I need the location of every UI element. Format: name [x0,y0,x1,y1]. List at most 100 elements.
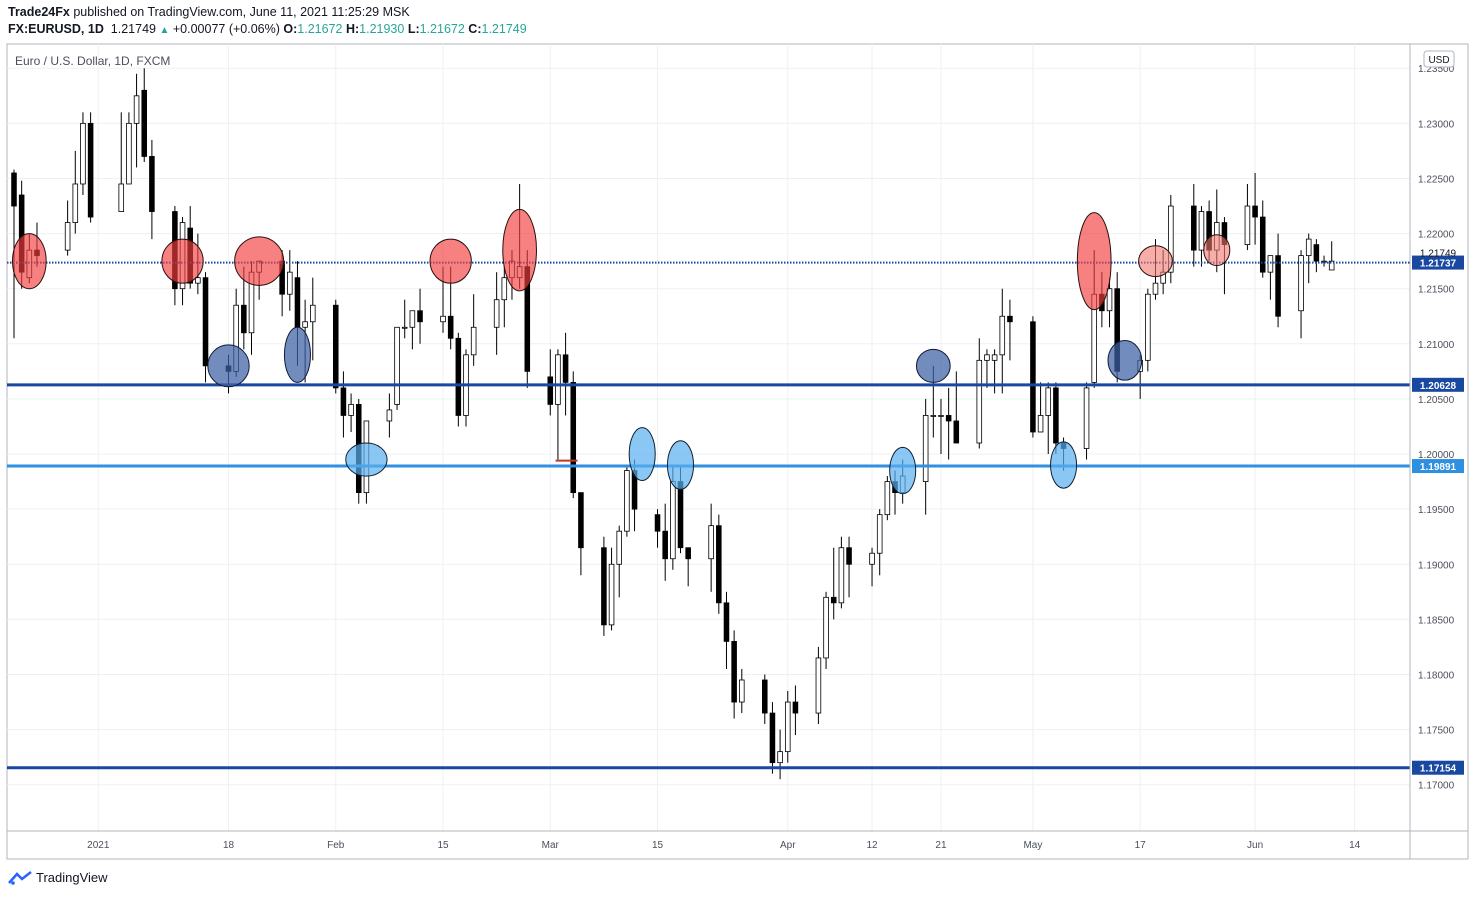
candle [716,514,722,614]
candle-body [999,315,1006,356]
price-badges: 1.21737 1.20628 1.19891 1.17154 1.21749 [1412,248,1464,775]
candle-body [547,376,554,405]
candle [1321,255,1327,267]
candle [1106,277,1113,328]
candle [141,68,148,162]
annotation-ellipse [283,326,311,383]
low-label: L: [407,22,420,36]
candle [654,509,661,548]
candle-body [310,304,316,323]
last-price-label: 1.21749 [1420,248,1457,259]
candle-body [1244,205,1251,246]
candle-body [991,354,998,361]
candle-body [340,387,347,416]
candle-body [440,315,446,323]
candle [455,332,462,427]
annotation-ellipse [1076,212,1112,311]
candle-body [241,304,247,334]
candle-body [1298,255,1304,312]
candle [922,398,929,515]
candle-body [731,641,737,703]
annotation-ellipse [1138,245,1173,278]
candle [662,503,668,581]
level-price-label: 1.21737 [1420,259,1457,270]
annotation-ellipse [1050,441,1078,489]
candle-body [470,326,477,356]
candle [1275,233,1281,328]
x-tick-label: 15 [652,840,664,851]
currency-label: USD [1428,55,1449,66]
candle-body [838,547,845,604]
candle [332,299,339,394]
annotation-ellipse [345,442,388,477]
candle [708,503,714,592]
candle-body [624,470,630,532]
currency-badge[interactable] [1423,50,1455,68]
candle [953,371,960,444]
candle-body [739,679,745,703]
candle [1298,250,1304,339]
y-tick-label: 1.19500 [1418,505,1455,516]
chart-frame [6,43,1469,860]
candle-body [562,354,569,383]
candle-body [141,89,148,157]
candle-body [976,359,983,444]
candle-body [869,552,875,565]
candle [1053,382,1059,455]
candle-body [570,381,577,494]
candle-body [1168,205,1174,273]
annotation-ellipse [915,348,951,383]
level-price-label: 1.17154 [1420,764,1457,775]
y-tick-label: 1.17500 [1418,726,1455,737]
candle-body [670,481,676,560]
candle [1037,382,1044,433]
level-price-label-bg [1412,255,1464,270]
candle-body [984,354,990,361]
x-tick-label: 12 [866,840,878,851]
y-tick-label: 1.20500 [1418,395,1455,406]
candle-body [723,602,730,642]
candle-body [64,222,71,251]
y-tick-label: 1.21500 [1418,285,1455,296]
candle [784,691,791,763]
annotation-ellipse [207,344,250,388]
open-label: O: [283,22,298,36]
candle [202,272,209,383]
candle-body [846,547,852,565]
candle-body [417,310,423,323]
y-tick-label: 1.23000 [1418,119,1455,130]
grid [7,44,1410,831]
candle-body [938,415,944,417]
candle [1083,382,1090,460]
candle-body [118,183,125,212]
candle-body [72,183,79,223]
candle-body [815,657,822,714]
symbol-label: FX:EURUSD, 1D [8,22,104,36]
level-price-label-bg [1412,459,1464,474]
candle [739,668,745,714]
candle-body [1191,205,1197,251]
annotation-ellipse [502,208,537,292]
candle [876,509,883,576]
chart-title: Euro / U.S. Dollar, 1D, FXCM [15,54,170,68]
levels [7,261,1410,770]
candle-body [1030,321,1036,433]
candle [340,371,347,438]
candle [1007,299,1013,361]
y-tick-label: 1.22500 [1418,174,1455,185]
annotation-ellipse [666,440,695,490]
candle-body [685,547,691,560]
candle [777,729,783,780]
candle [884,476,891,521]
annotation-ellipse [429,238,472,284]
level-price-label: 1.19891 [1420,462,1457,473]
candle [470,294,477,366]
level-price-label-bg [1412,760,1464,775]
y-tick-label: 1.22000 [1418,230,1455,241]
publisher-line: Trade24Fx published on TradingView.com, … [8,5,410,19]
candle [616,525,622,598]
low-value: 1.21672 [419,22,465,36]
candle-body [195,277,201,284]
candle [999,288,1006,394]
